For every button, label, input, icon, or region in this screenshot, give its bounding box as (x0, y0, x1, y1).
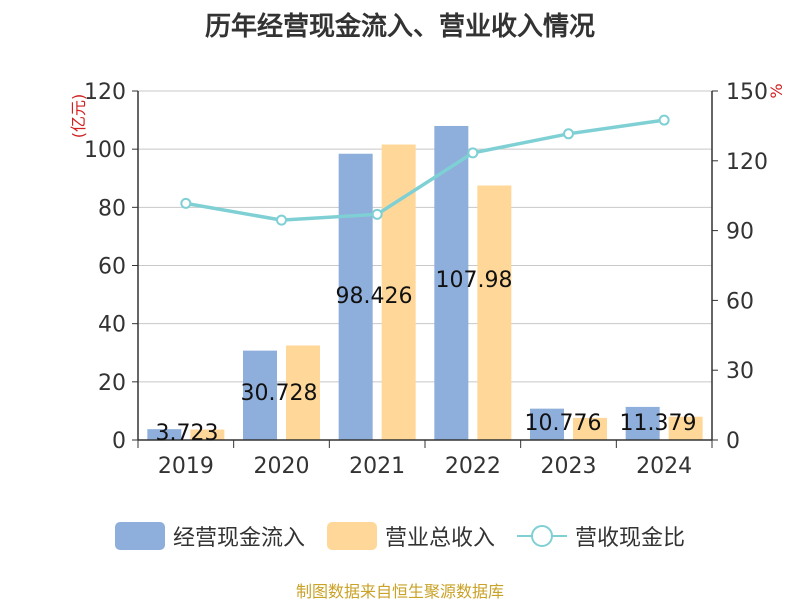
bar-revenue (668, 416, 703, 440)
x-tick-label: 2024 (636, 454, 692, 479)
bar-revenue (190, 429, 225, 440)
y-right-tick-label: 120 (726, 150, 768, 175)
y-left-tick-label: 20 (98, 371, 126, 396)
y-right-tick-label: 0 (726, 429, 740, 454)
chart-title: 历年经营现金流入、营业收入情况 (204, 12, 595, 42)
x-tick-label: 2022 (445, 454, 501, 479)
bar-revenue (286, 345, 320, 440)
source-note: 制图数据来自恒生聚源数据库 (295, 582, 504, 601)
chart-legend: 经营现金流入 营业总收入 营收现金比 (0, 516, 800, 556)
x-tick-label: 2023 (541, 454, 597, 479)
y-left-tick-label: 40 (98, 313, 126, 338)
x-tick-label: 2020 (254, 454, 310, 479)
y-right-tick-label: 90 (726, 220, 754, 245)
bar-cash-inflow (625, 406, 660, 440)
bar-revenue (573, 417, 607, 440)
bar-cash-inflow (243, 350, 277, 440)
legend-swatch-cash-inflow (114, 522, 165, 550)
y-left-tick-label: 80 (98, 196, 126, 221)
y-left-tick-label: 100 (84, 138, 126, 163)
line-point-cash-ratio (467, 147, 479, 159)
data-label-cash-inflow: 107.98 (436, 268, 513, 293)
data-label-cash-inflow: 3.723 (156, 421, 219, 446)
bar-cash-inflow (147, 429, 182, 440)
legend-item-cash-ratio[interactable]: 营收现金比 (517, 520, 685, 552)
data-label-cash-inflow: 10.776 (525, 411, 602, 436)
legend-swatch-revenue (326, 522, 377, 550)
bar-revenue (477, 185, 512, 440)
x-tick-label: 2019 (158, 454, 214, 479)
y-left-tick-label: 60 (98, 255, 126, 280)
y-left-tick-label: 120 (84, 80, 126, 105)
data-label-cash-inflow: 30.728 (241, 381, 318, 406)
y-right-tick-label: 60 (726, 289, 754, 314)
legend-swatch-cash-ratio (517, 522, 567, 550)
legend-label-cash-ratio: 营收现金比 (575, 526, 686, 551)
line-point-cash-ratio (276, 214, 287, 226)
y-left-unit-label: (亿元) (69, 94, 88, 139)
y-right-unit-label: % (767, 83, 786, 98)
line-point-cash-ratio (563, 128, 574, 140)
y-right-tick-label: 150 (726, 80, 768, 105)
bar-cash-inflow (434, 125, 469, 441)
bar-cash-inflow (530, 408, 564, 440)
y-left-tick-label: 0 (112, 429, 126, 454)
y-right-tick-label: 30 (726, 359, 754, 384)
line-point-cash-ratio (658, 114, 670, 126)
legend-label-cash-inflow: 经营现金流入 (172, 526, 305, 551)
data-label-cash-inflow: 11.379 (620, 411, 697, 436)
x-tick-label: 2021 (349, 454, 405, 479)
line-cash-ratio (185, 118, 665, 222)
line-point-cash-ratio (180, 197, 192, 209)
data-label-cash-inflow: 98.426 (336, 284, 413, 309)
bar-cash-inflow (338, 153, 373, 440)
legend-label-revenue: 营业总收入 (384, 526, 495, 551)
legend-item-revenue[interactable]: 营业总收入 (326, 520, 495, 552)
line-point-cash-ratio (371, 208, 383, 220)
legend-item-cash-inflow[interactable]: 经营现金流入 (114, 520, 305, 552)
